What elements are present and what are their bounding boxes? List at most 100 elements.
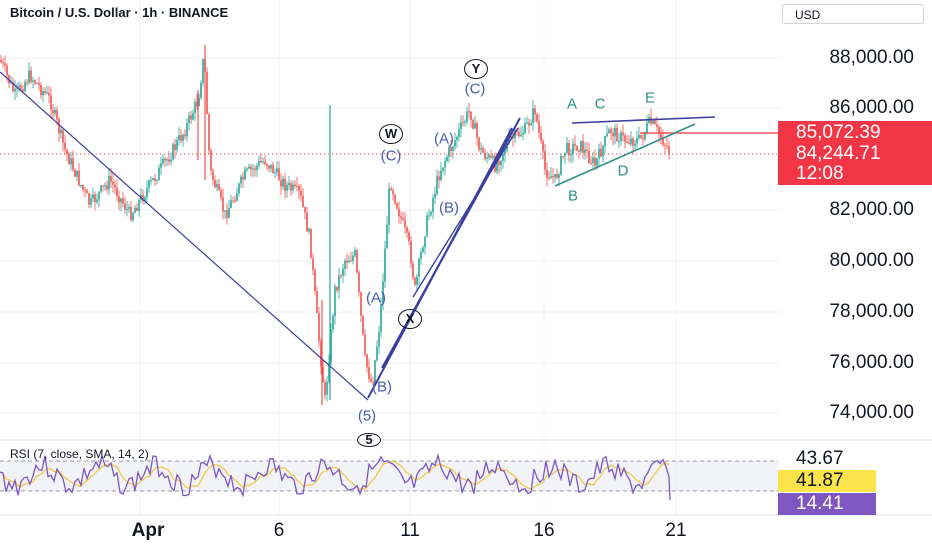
candle-body — [528, 122, 530, 126]
elliott-wave-drawings[interactable] — [0, 71, 716, 401]
candle-body — [44, 91, 46, 94]
candle-body — [548, 178, 550, 180]
rsi-indicator-title[interactable]: RSI (7, close, SMA, 14, 2) — [10, 447, 149, 461]
candle-body — [604, 136, 606, 146]
candle-body — [352, 255, 354, 262]
candle-body — [132, 212, 134, 221]
candle-body — [582, 140, 584, 153]
candle-body — [220, 190, 222, 198]
candle-body — [272, 164, 274, 174]
candle-body — [152, 178, 154, 181]
candle-body — [556, 174, 558, 178]
candle-body — [168, 159, 170, 162]
candle-body — [166, 159, 168, 161]
candle-body — [618, 140, 620, 142]
alert-price-tag[interactable]: 85,072.39 — [778, 121, 932, 145]
price-label: 80,000.00 — [829, 250, 914, 271]
candle-body — [14, 88, 16, 92]
time-label: 11 — [400, 520, 420, 541]
rsi-line — [0, 452, 671, 501]
candle-body — [570, 153, 572, 156]
currency-button[interactable]: USD — [782, 4, 924, 24]
candle-body — [366, 354, 368, 368]
candle-body — [76, 170, 78, 177]
candle-body — [422, 247, 424, 252]
candle-body — [72, 158, 74, 170]
candle-body — [170, 159, 172, 162]
candle-body — [416, 276, 418, 285]
candle-body — [106, 185, 108, 190]
price-label: 78,000.00 — [829, 301, 914, 322]
candle-body — [24, 82, 26, 92]
candle-body — [262, 161, 264, 163]
candle-body — [52, 109, 54, 114]
countdown-timer: 12:08 — [796, 163, 844, 184]
candle-body — [660, 133, 662, 138]
candle-body — [110, 175, 112, 182]
candle-body — [350, 260, 352, 262]
rsi-sma-tag: 41.87 — [778, 470, 876, 492]
candle-body — [222, 197, 224, 212]
candle-body — [60, 129, 62, 134]
candle-body — [668, 146, 670, 154]
candle-body — [26, 82, 28, 84]
candle-body — [250, 166, 252, 170]
candle-body — [202, 58, 204, 83]
candle-body — [310, 228, 312, 259]
triangle-label-b: B — [567, 187, 579, 205]
candle-body — [82, 185, 84, 190]
wave-label-a-top: (A) — [434, 130, 454, 148]
candle-body — [344, 260, 346, 269]
candle-body — [444, 161, 446, 168]
candle-body — [476, 123, 478, 138]
time-label: 16 — [533, 520, 555, 541]
candle-body — [332, 316, 334, 330]
candle-body — [464, 121, 466, 123]
candle-body — [122, 198, 124, 204]
candle-body — [382, 281, 384, 304]
candle-body — [206, 72, 208, 115]
triangle-label-d: D — [617, 162, 629, 180]
triangle-upper-line — [571, 116, 716, 124]
candle-body — [186, 123, 188, 137]
candle-body — [374, 360, 376, 383]
wave-channel-line-3 — [412, 127, 519, 298]
candle-body — [34, 80, 36, 84]
candle-body — [414, 277, 416, 285]
candle-body — [80, 185, 82, 187]
candle-body — [634, 143, 636, 146]
candle-body — [292, 184, 294, 191]
candle-body — [260, 161, 262, 163]
last-price-tag[interactable]: 84,244.71 12:08 — [778, 143, 932, 185]
candle-body — [56, 110, 58, 120]
candle-body — [400, 216, 402, 219]
candle-body — [574, 143, 576, 146]
candle-body — [144, 197, 146, 202]
candle-body — [324, 382, 326, 395]
candle-body — [288, 183, 290, 186]
candle-body — [338, 275, 340, 291]
time-label: Apr — [131, 520, 165, 541]
candle-body — [64, 142, 66, 150]
triangle-label-e: E — [644, 89, 656, 107]
candle-body — [606, 133, 608, 137]
symbol-title[interactable]: Bitcoin / U.S. Dollar · 1h · BINANCE — [10, 5, 229, 20]
triangle-label-c: C — [594, 95, 606, 113]
candle-body — [6, 65, 8, 76]
candle-body — [178, 135, 180, 141]
candle-body — [114, 184, 116, 188]
candle-body — [18, 85, 20, 88]
candle-body — [158, 167, 160, 181]
candle-body — [136, 207, 138, 211]
price-label: 74,000.00 — [829, 402, 914, 423]
candle-body — [212, 170, 214, 180]
candle-body — [540, 132, 542, 141]
candle-body — [0, 60, 2, 63]
candle-body — [12, 81, 14, 92]
candle-body — [626, 141, 628, 143]
time-label: 6 — [273, 520, 285, 541]
candle-body — [658, 126, 660, 134]
candle-body — [236, 193, 238, 202]
candle-body — [200, 82, 202, 98]
